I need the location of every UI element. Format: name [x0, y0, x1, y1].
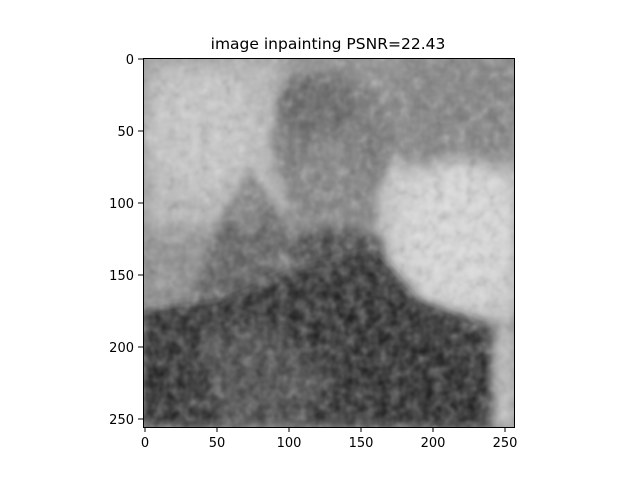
y-axis: 0 50 100 150 200 250 — [109, 53, 143, 428]
y-tick-label-0: 0 — [126, 53, 134, 68]
figure-title: image inpainting PSNR=22.43 — [211, 35, 446, 53]
x-tick-label-5: 250 — [493, 436, 518, 451]
x-tick-label-0: 0 — [141, 436, 149, 451]
x-tick-label-4: 200 — [421, 436, 446, 451]
x-tick-label-2: 100 — [277, 436, 302, 451]
x-axis: 0 50 100 150 200 250 — [141, 427, 518, 451]
grayscale-portrait-image — [143, 58, 514, 427]
x-tick-label-3: 150 — [349, 436, 374, 451]
axes-frame — [143, 58, 515, 428]
y-tick-label-5: 250 — [109, 413, 134, 428]
y-tick-label-2: 100 — [109, 197, 134, 212]
y-tick-label-4: 200 — [109, 341, 134, 356]
y-tick-label-1: 50 — [117, 125, 134, 140]
x-tick-label-1: 50 — [209, 436, 226, 451]
y-tick-label-3: 150 — [109, 269, 134, 284]
